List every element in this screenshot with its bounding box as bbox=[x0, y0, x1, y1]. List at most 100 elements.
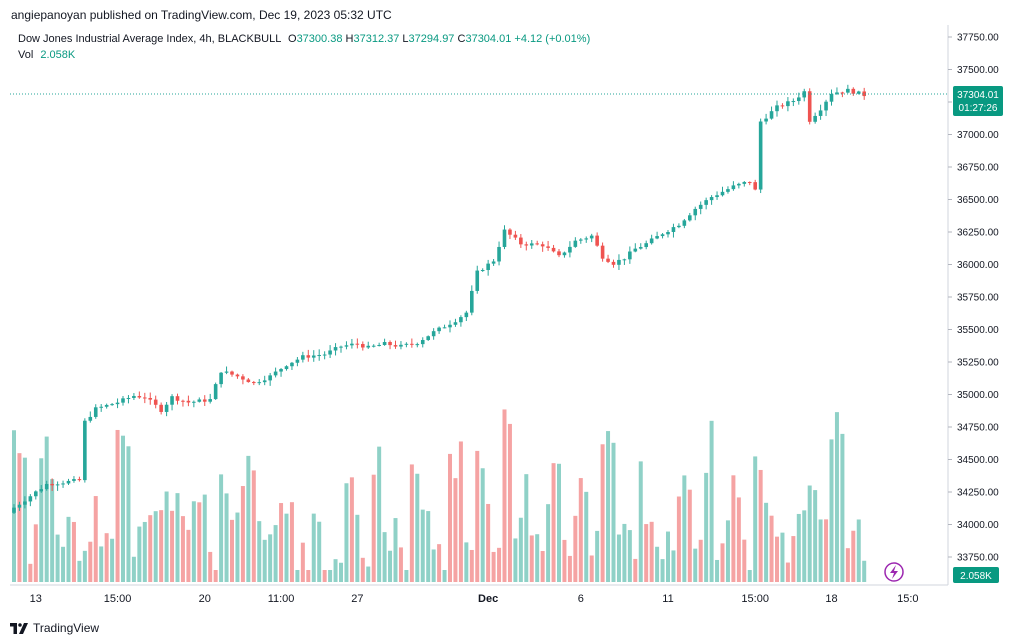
candle-body bbox=[252, 382, 256, 384]
candle-body bbox=[442, 327, 447, 329]
volume-bar bbox=[219, 474, 224, 582]
candle-body bbox=[453, 322, 458, 325]
candle-body bbox=[115, 402, 120, 405]
candle-body bbox=[535, 243, 539, 245]
volume-bar bbox=[22, 457, 27, 582]
candle-body bbox=[317, 355, 321, 357]
vol-label[interactable]: Vol bbox=[18, 49, 34, 61]
candle-body bbox=[28, 496, 33, 502]
candle-body bbox=[633, 248, 638, 252]
volume-bar bbox=[230, 519, 234, 582]
volume-bar bbox=[753, 456, 758, 582]
candle-body bbox=[306, 355, 311, 358]
candle-body bbox=[431, 331, 436, 337]
candle-body bbox=[153, 399, 158, 405]
volume-bar bbox=[655, 546, 660, 582]
volume-bar bbox=[289, 502, 294, 582]
candle-body bbox=[137, 395, 142, 398]
volume-bar bbox=[322, 570, 327, 582]
volume-bar bbox=[44, 436, 49, 582]
price-tick-label: 35750.00 bbox=[957, 293, 999, 304]
volume-bar bbox=[698, 539, 703, 582]
time-axis[interactable]: 13 15:00 20 11:00 27 Dec 6 11 15:00 18 15:0 bbox=[30, 593, 919, 605]
candle-body bbox=[666, 231, 670, 235]
volume-bar bbox=[262, 539, 267, 582]
volume-bar bbox=[747, 570, 752, 582]
candle-body bbox=[649, 238, 654, 244]
price-tick-label: 34750.00 bbox=[957, 423, 999, 434]
legend-volume: Vol 2.058K bbox=[18, 49, 75, 61]
volume-bar bbox=[486, 503, 491, 582]
lightning-icon[interactable] bbox=[884, 562, 904, 582]
candle-body bbox=[437, 327, 441, 332]
candle-body bbox=[693, 208, 698, 216]
candle-body bbox=[737, 183, 741, 186]
candle-body bbox=[121, 398, 125, 403]
candle-body bbox=[366, 345, 371, 348]
volume-bar bbox=[180, 516, 185, 582]
volume-bar bbox=[240, 486, 245, 582]
volume-bar bbox=[709, 420, 714, 582]
volume-bar bbox=[279, 503, 284, 582]
volume-bar bbox=[448, 453, 452, 582]
price-axis[interactable]: 37750.0037500.0037250.0037000.0036750.00… bbox=[948, 33, 999, 564]
volume-bar bbox=[311, 513, 316, 582]
volume-bar bbox=[224, 493, 229, 582]
open-value: 37300.38 bbox=[296, 33, 343, 45]
candle-body bbox=[420, 340, 425, 345]
volume-bar bbox=[202, 494, 207, 582]
price-tick-label: 36500.00 bbox=[957, 195, 999, 206]
candle-body bbox=[480, 270, 485, 272]
candle-body bbox=[470, 290, 474, 313]
candle-body bbox=[726, 189, 730, 192]
candle-body bbox=[257, 382, 262, 384]
volume-bar bbox=[693, 548, 698, 582]
volume-bar bbox=[257, 521, 262, 582]
volume-bar bbox=[66, 516, 71, 582]
volume-bar bbox=[268, 534, 273, 582]
volume-bar bbox=[344, 483, 349, 582]
candle-body bbox=[780, 105, 785, 107]
candle-body bbox=[655, 236, 659, 239]
vol-value: 2.058K bbox=[40, 49, 76, 61]
volume-bar bbox=[731, 475, 736, 582]
candle-body bbox=[322, 354, 327, 356]
volume-bar bbox=[208, 551, 213, 582]
volume-bar bbox=[415, 473, 420, 582]
candle-body bbox=[77, 479, 82, 481]
volume-bar bbox=[99, 546, 104, 582]
footer-brand[interactable]: TradingView bbox=[33, 621, 100, 635]
volume-bar bbox=[306, 570, 311, 582]
volume-bar bbox=[115, 429, 120, 582]
candle-body bbox=[611, 261, 616, 265]
symbol-name[interactable]: Dow Jones Industrial Average Index, 4h, … bbox=[18, 33, 281, 45]
candle-body bbox=[818, 110, 823, 116]
candle-body bbox=[17, 504, 22, 508]
candle-body bbox=[246, 379, 251, 383]
candle-body bbox=[486, 263, 490, 271]
volume-bar bbox=[507, 423, 512, 582]
candle-body bbox=[797, 97, 801, 102]
volume-bar bbox=[491, 551, 496, 582]
candle-body bbox=[39, 489, 44, 492]
candle-body bbox=[202, 399, 207, 402]
volume-bar bbox=[851, 530, 856, 582]
candle-body bbox=[132, 395, 136, 398]
volume-bar bbox=[671, 550, 676, 582]
candle-body bbox=[295, 359, 300, 363]
candle-body bbox=[589, 235, 594, 239]
candle-body bbox=[66, 480, 71, 484]
candle-body bbox=[344, 345, 349, 347]
volume-bar bbox=[170, 510, 175, 582]
candle-body bbox=[61, 483, 65, 485]
volume-bar bbox=[736, 497, 741, 582]
volume-bar bbox=[813, 490, 818, 582]
volume-bar bbox=[317, 521, 322, 582]
candle-body bbox=[513, 234, 518, 238]
candle-body bbox=[311, 355, 316, 358]
candle-body bbox=[241, 376, 245, 380]
volume-bar bbox=[328, 570, 333, 582]
candle-body bbox=[622, 259, 627, 261]
candle-body bbox=[807, 91, 812, 122]
